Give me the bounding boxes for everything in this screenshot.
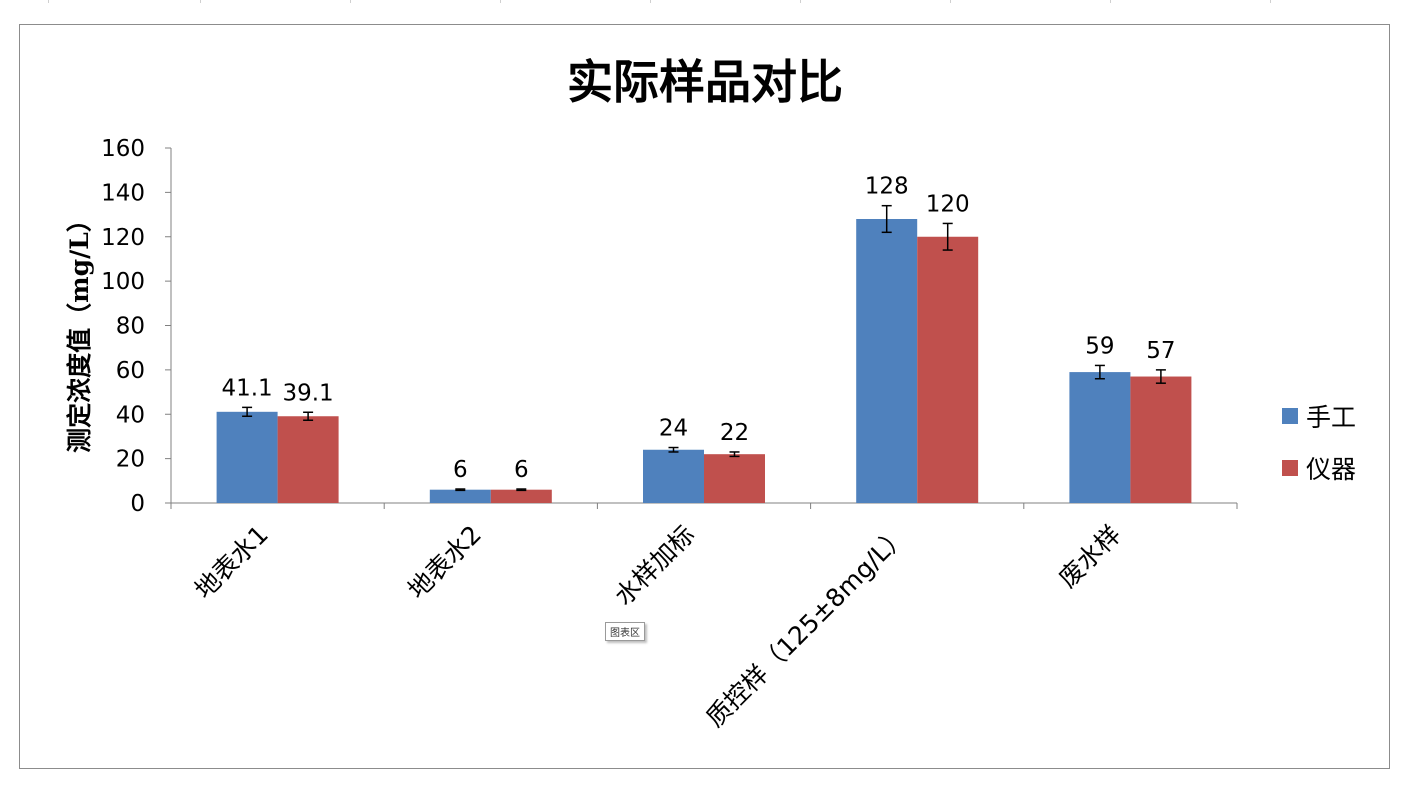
data-label: 57 [1146,338,1175,364]
data-label: 6 [514,457,529,483]
bar-manual [216,411,278,503]
bar-manual [856,219,918,503]
bar-instrument [490,489,552,503]
y-tick-label: 40 [116,402,145,428]
bar-instrument [917,236,979,503]
plot-area: 0 20 40 60 80 100 120 140 160 41.1 6 24 128 59 39.1 6 22… [101,136,1238,733]
data-label: 6 [453,457,468,483]
chart-title: 实际样品对比 [567,55,843,109]
bar-instrument [704,454,765,503]
x-category-label: 质控样（125±8mg/L） [700,520,913,733]
bar-manual [429,489,491,503]
y-tick-label: 160 [101,136,145,162]
legend-swatch [1282,408,1298,424]
y-tick-label: 20 [116,447,145,473]
data-label: 41.1 [221,375,272,401]
data-label: 128 [865,174,909,200]
legend-swatch [1282,460,1298,476]
y-tick-label: 100 [101,269,145,295]
legend-label: 手工 [1306,403,1356,432]
legend-label: 仪器 [1306,455,1356,484]
x-category-label: 废水样 [1053,520,1127,594]
chart-area-tooltip: 图表区 [605,622,645,641]
x-category-label: 地表水1 [189,520,274,605]
data-label: 24 [659,416,688,442]
y-tick-label: 80 [116,314,145,340]
y-axis-label: 测定浓度值（mg/L） [65,207,94,453]
data-label: 59 [1085,333,1114,359]
y-tick-label: 140 [101,180,145,206]
x-category-label: 地表水2 [402,520,487,605]
bar-instrument [277,416,339,503]
bar-manual [643,449,704,503]
bar-instrument [1130,376,1192,503]
y-tick-label: 0 [130,491,145,517]
data-label: 22 [720,420,749,446]
x-category-label: 水样加标 [609,520,700,611]
data-label: 120 [926,191,970,217]
bar-manual [1069,372,1131,503]
data-label: 39.1 [282,380,333,406]
y-tick-label: 60 [116,358,145,384]
y-tick-label: 120 [101,225,145,251]
